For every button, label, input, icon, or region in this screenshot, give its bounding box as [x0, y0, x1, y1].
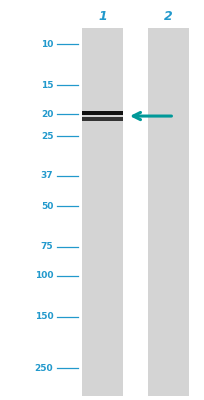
Text: 75: 75	[40, 242, 53, 252]
Bar	[82, 111, 122, 115]
Bar	[82, 28, 122, 396]
Text: 100: 100	[35, 272, 53, 280]
Text: 50: 50	[41, 202, 53, 211]
Text: 10: 10	[41, 40, 53, 49]
Text: 25: 25	[41, 132, 53, 141]
Bar	[82, 117, 122, 121]
Text: 2: 2	[163, 10, 172, 22]
Bar	[147, 28, 188, 396]
Text: 15: 15	[41, 81, 53, 90]
Text: 1: 1	[98, 10, 106, 22]
Text: 150: 150	[34, 312, 53, 321]
Text: 20: 20	[41, 110, 53, 118]
Text: 37: 37	[40, 172, 53, 180]
Text: 250: 250	[34, 364, 53, 372]
